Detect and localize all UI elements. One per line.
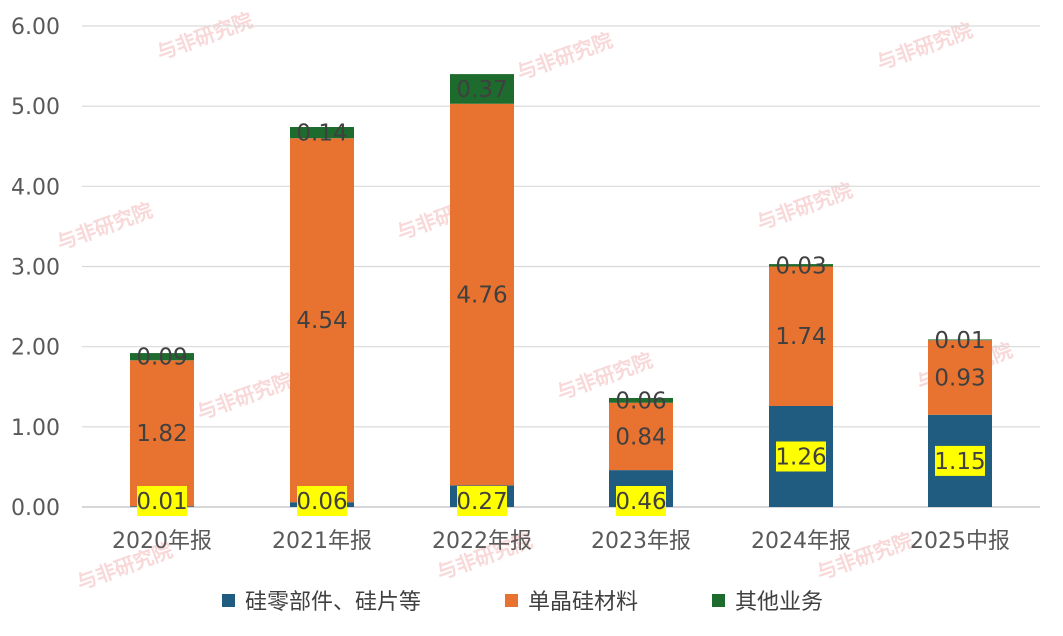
gridlines	[82, 25, 1040, 508]
bar-segment	[290, 138, 354, 503]
watermark-text: 与非研究院	[194, 368, 296, 425]
x-tick-label: 2025中报	[910, 529, 1010, 554]
x-axis-tick-labels: 2020年报 2021年报 2022年报 2023年报 2024年报 2025中报	[112, 529, 1010, 554]
data-label: 0.37	[456, 77, 507, 103]
data-label: 0.93	[934, 366, 985, 392]
legend-swatch	[712, 594, 725, 607]
legend-label: 单晶硅材料	[528, 590, 638, 615]
bar-segment	[609, 402, 673, 471]
y-tick-label: 6.00	[11, 15, 60, 40]
data-label: 4.54	[296, 308, 347, 334]
bar-segment	[130, 360, 194, 507]
bar-segment	[928, 339, 992, 341]
data-label-highlight	[297, 486, 347, 516]
y-tick-label: 4.00	[11, 175, 60, 200]
data-label: 0.01	[136, 489, 187, 515]
y-tick-label: 2.00	[11, 336, 60, 361]
data-label-highlight	[457, 486, 507, 516]
bar-segment	[450, 103, 514, 486]
data-label: 0.27	[456, 489, 507, 515]
data-label-highlight	[137, 486, 187, 516]
data-label: 0.06	[296, 489, 347, 515]
x-tick-label: 2021年报	[272, 529, 372, 554]
data-label-highlight	[776, 441, 826, 472]
data-label-highlight	[935, 445, 985, 476]
watermark-text: 与非研究院	[154, 8, 256, 65]
bar-segment	[450, 74, 514, 104]
legend-label: 硅零部件、硅片等	[245, 590, 421, 615]
data-label: 0.01	[934, 328, 985, 354]
data-label: 1.15	[934, 449, 985, 475]
bar-segment	[130, 353, 194, 361]
bar-segment	[928, 340, 992, 415]
data-label: 4.76	[456, 283, 507, 309]
data-label: 1.26	[775, 444, 826, 470]
data-label: 0.03	[775, 253, 826, 279]
x-tick-label: 2020年报	[112, 529, 212, 554]
legend-swatch	[505, 594, 518, 607]
y-tick-label: 3.00	[11, 256, 60, 281]
y-axis-tick-labels: 0.00 1.00 2.00 3.00 4.00 5.00 6.00	[11, 15, 60, 521]
bar-segment	[769, 266, 833, 406]
legend: 硅零部件、硅片等 单晶硅材料 其他业务	[222, 590, 823, 615]
watermark-text: 与非研究院	[514, 28, 616, 85]
bar-segment	[290, 127, 354, 139]
y-tick-label: 0.00	[11, 496, 60, 521]
data-label: 0.84	[615, 424, 666, 450]
data-labels: 0.01 1.82 0.09 0.06 4.54 0.14 0.27 4.76 0.37 0.46…	[136, 77, 986, 516]
x-tick-label: 2022年报	[432, 529, 532, 554]
data-label: 1.74	[775, 324, 826, 350]
x-tick-label: 2023年报	[591, 529, 691, 554]
data-label-highlight	[616, 486, 666, 516]
bar-segment	[769, 264, 833, 267]
x-tick-label: 2024年报	[751, 529, 851, 554]
y-tick-label: 5.00	[11, 95, 60, 120]
y-tick-label: 1.00	[11, 416, 60, 441]
legend-swatch	[222, 594, 235, 607]
watermark-text: 与非研究院	[54, 198, 156, 255]
legend-label: 其他业务	[735, 590, 823, 615]
data-label: 0.09	[136, 345, 187, 371]
bars	[130, 74, 992, 507]
data-label: 1.82	[136, 421, 187, 447]
data-label: 0.14	[296, 121, 347, 147]
data-label: 0.46	[615, 489, 666, 515]
bar-segment	[609, 397, 673, 403]
data-label: 0.06	[615, 388, 666, 414]
